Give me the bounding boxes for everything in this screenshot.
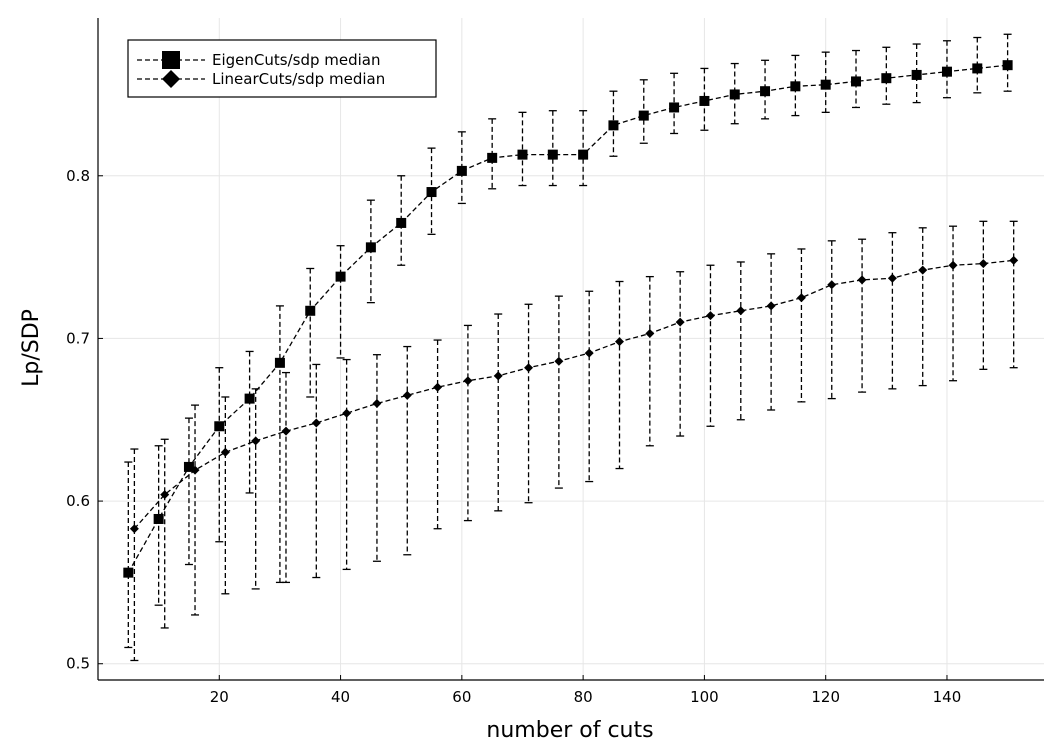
diamond-marker xyxy=(887,273,897,283)
square-marker xyxy=(365,242,376,253)
grid xyxy=(98,18,1044,680)
y-axis-title: Lp/SDP xyxy=(19,309,44,387)
square-marker xyxy=(123,567,134,578)
square-marker xyxy=(335,271,346,282)
legend-square-marker xyxy=(162,51,180,69)
diamond-marker xyxy=(372,398,382,408)
diamond-marker xyxy=(705,311,715,321)
median-line xyxy=(127,64,1008,573)
square-marker xyxy=(911,69,922,80)
square-marker xyxy=(244,393,255,404)
diamond-marker xyxy=(129,524,139,534)
square-marker xyxy=(881,73,892,84)
diamond-marker xyxy=(736,306,746,316)
diamond-marker xyxy=(948,260,958,270)
square-marker xyxy=(608,120,619,131)
square-marker xyxy=(517,149,528,160)
square-marker xyxy=(851,76,862,87)
x-tick-label: 60 xyxy=(452,688,471,706)
diamond-marker xyxy=(675,317,685,327)
x-tick-label: 140 xyxy=(933,688,962,706)
x-tick-label: 100 xyxy=(690,688,719,706)
diamond-marker xyxy=(281,426,291,436)
x-tick-label: 20 xyxy=(210,688,229,706)
diamond-marker xyxy=(311,418,321,428)
y-tick-label: 0.5 xyxy=(66,655,90,673)
square-marker xyxy=(729,89,740,100)
series xyxy=(123,33,1019,662)
square-marker xyxy=(214,421,225,432)
square-marker xyxy=(1002,60,1013,71)
diamond-marker xyxy=(160,490,170,500)
square-marker xyxy=(820,79,831,90)
square-marker xyxy=(456,165,467,176)
ticks: 20 40 60 80 100 120 140 0.5 0.6 0.7 0.8 xyxy=(66,167,961,706)
diamond-marker xyxy=(1009,255,1019,265)
axes xyxy=(97,18,1044,681)
y-tick-label: 0.7 xyxy=(66,329,90,347)
square-marker xyxy=(941,66,952,77)
y-tick-label: 0.6 xyxy=(66,492,90,510)
square-marker xyxy=(547,149,558,160)
diamond-marker xyxy=(493,371,503,381)
diamond-marker xyxy=(524,363,534,373)
square-marker xyxy=(426,187,437,198)
legend-label-linearcuts: LinearCuts/sdp median xyxy=(212,70,385,88)
x-tick-label: 80 xyxy=(574,688,593,706)
diamond-marker xyxy=(584,348,594,358)
diamond-marker xyxy=(978,259,988,269)
diamond-marker xyxy=(615,337,625,347)
square-marker xyxy=(972,63,983,74)
square-marker xyxy=(396,217,407,228)
diamond-marker xyxy=(796,293,806,303)
diamond-marker xyxy=(342,408,352,418)
diamond-marker xyxy=(827,280,837,290)
square-marker xyxy=(699,95,710,106)
diamond-marker xyxy=(220,447,230,457)
diamond-marker xyxy=(554,356,564,366)
diamond-marker xyxy=(433,382,443,392)
diamond-marker xyxy=(857,275,867,285)
square-marker xyxy=(638,110,649,121)
series-linearcuts xyxy=(129,220,1019,662)
square-marker xyxy=(183,461,194,472)
square-marker xyxy=(274,357,285,368)
legend: EigenCuts/sdp median LinearCuts/sdp medi… xyxy=(127,39,437,98)
y-tick-label: 0.8 xyxy=(66,167,90,185)
median-line xyxy=(133,259,1014,530)
diamond-marker xyxy=(918,265,928,275)
square-marker xyxy=(153,513,164,524)
diamond-marker xyxy=(402,390,412,400)
x-tick-label: 40 xyxy=(331,688,350,706)
series-eigencuts xyxy=(123,33,1013,649)
square-marker xyxy=(790,81,801,92)
square-marker xyxy=(305,305,316,316)
legend-diamond-marker xyxy=(162,70,180,88)
square-marker xyxy=(487,152,498,163)
diamond-marker xyxy=(766,301,776,311)
diamond-marker xyxy=(251,436,261,446)
square-marker xyxy=(669,102,680,113)
diamond-marker xyxy=(463,376,473,386)
diamond-marker xyxy=(645,329,655,339)
diamond-marker xyxy=(190,465,200,475)
legend-label-eigencuts: EigenCuts/sdp median xyxy=(212,51,381,69)
square-marker xyxy=(760,86,771,97)
x-axis-title: number of cuts xyxy=(486,718,653,743)
square-marker xyxy=(578,149,589,160)
x-tick-label: 120 xyxy=(811,688,840,706)
